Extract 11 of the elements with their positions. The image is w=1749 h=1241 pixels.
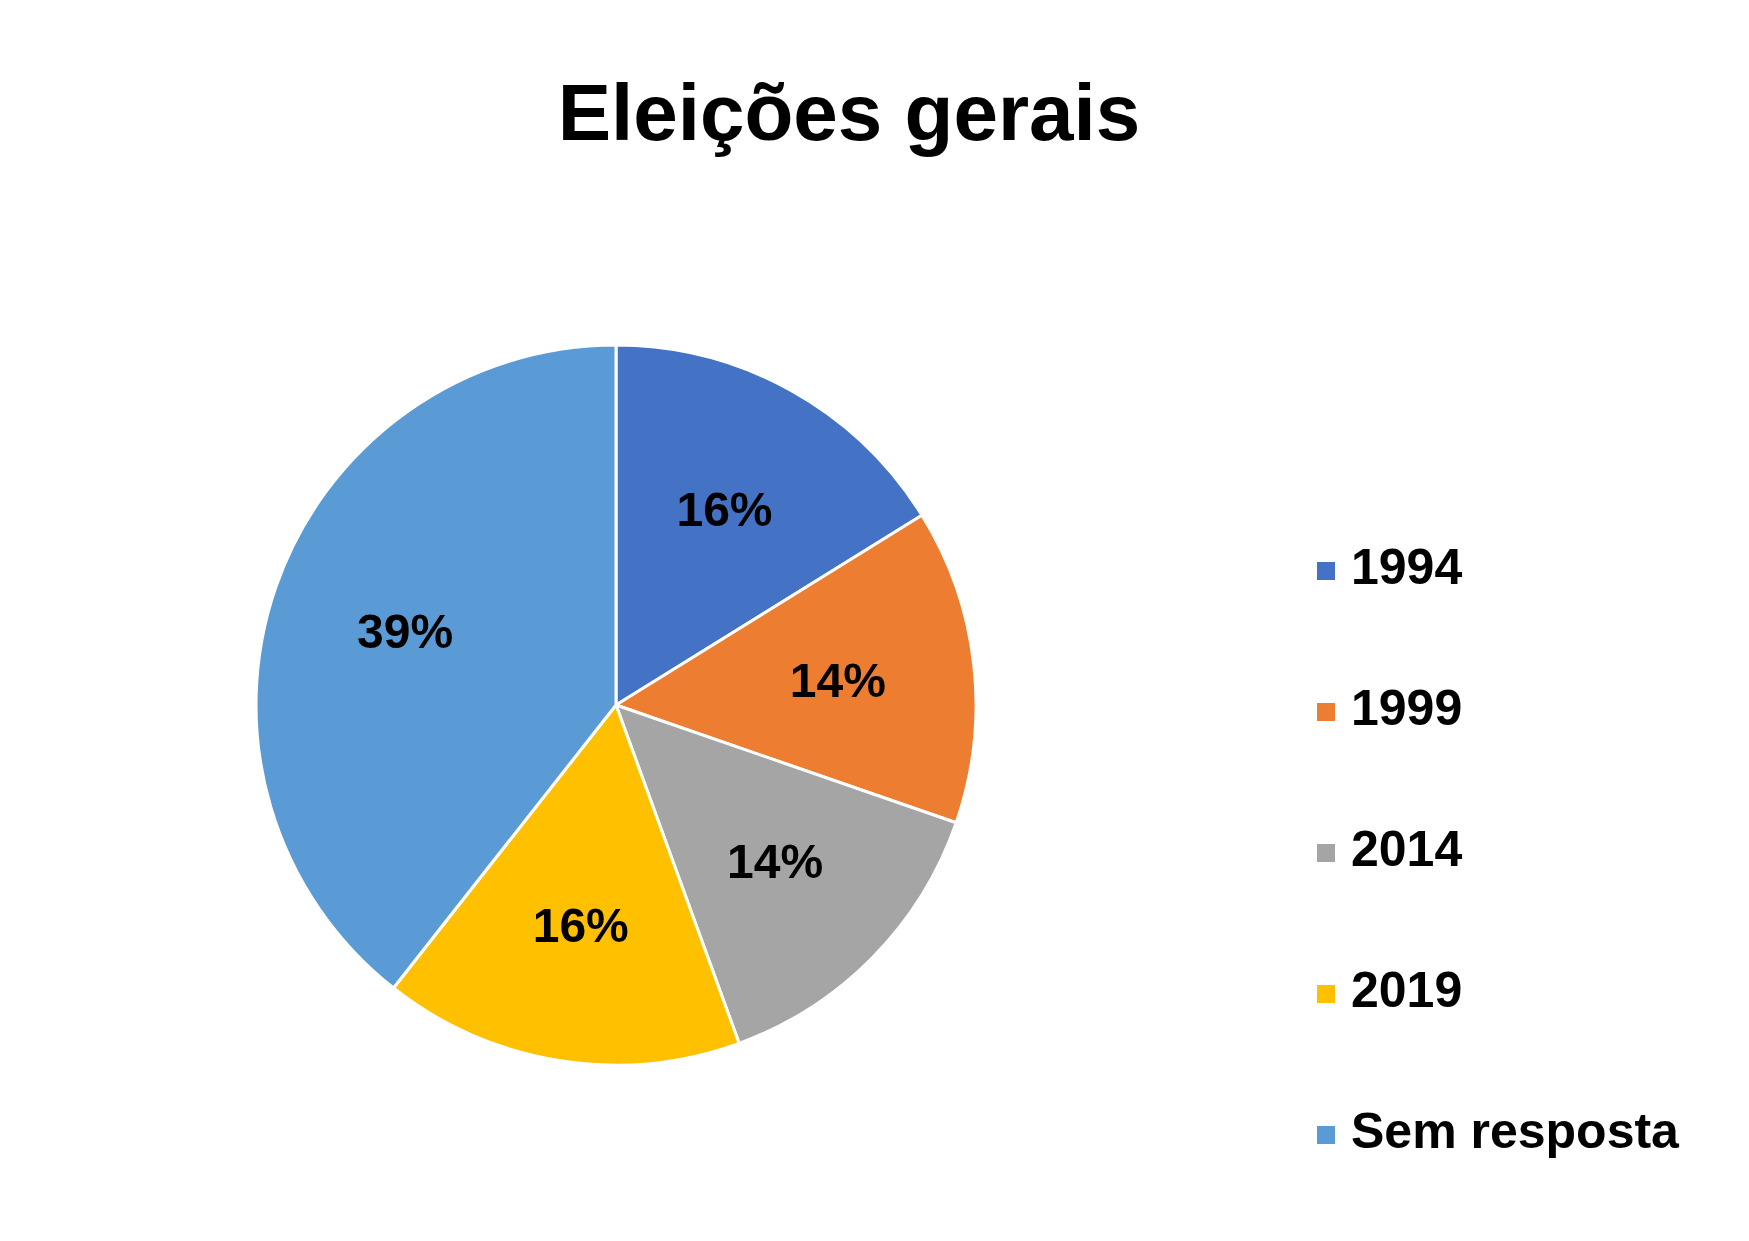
legend-label: 2014: [1351, 821, 1463, 877]
legend-label: Sem resposta: [1351, 1103, 1679, 1159]
data-label: 14%: [789, 653, 886, 707]
legend-label: 1999: [1351, 680, 1463, 736]
data-label: 16%: [532, 898, 629, 952]
data-label: 39%: [357, 605, 454, 659]
data-label: 14%: [727, 835, 824, 889]
legend-label: 2019: [1351, 962, 1463, 1018]
data-label: 16%: [676, 483, 773, 537]
chart-title: Eleições gerais: [556, 68, 1142, 157]
legend-label: 1994: [1351, 539, 1463, 595]
